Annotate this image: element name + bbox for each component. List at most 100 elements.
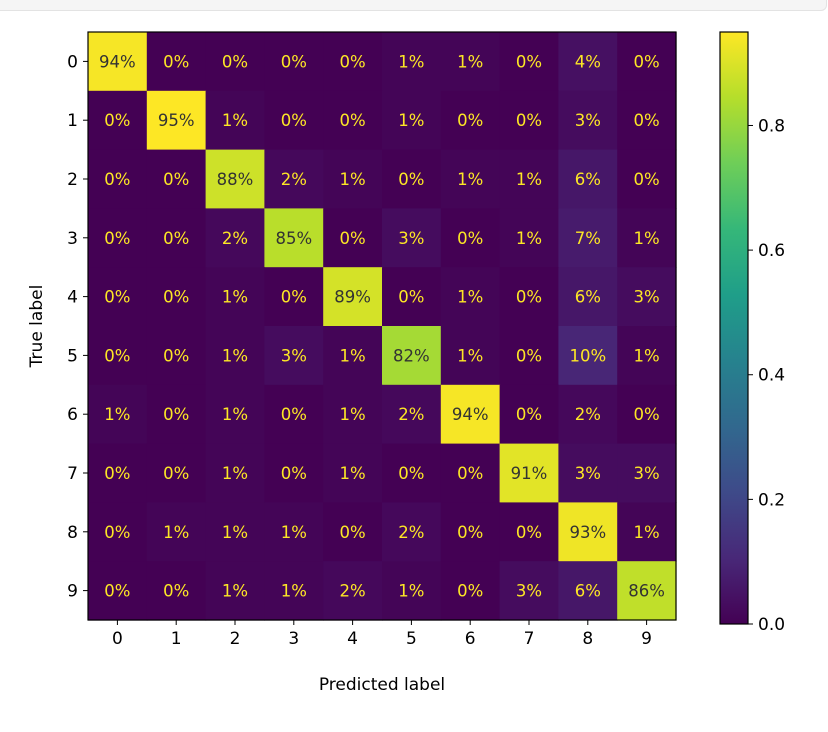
cell-0-2 — [205, 32, 265, 92]
cell-label-3-0: 0% — [104, 229, 130, 248]
cell-7-3 — [264, 443, 324, 503]
cell-7-6 — [440, 443, 501, 503]
cell-label-9-3: 1% — [281, 582, 307, 601]
cell-label-4-1: 0% — [163, 288, 189, 307]
cell-label-4-2: 1% — [222, 288, 248, 307]
cell-label-8-8: 93% — [569, 523, 606, 542]
cell-0-9 — [617, 32, 677, 92]
cell-label-4-6: 1% — [457, 288, 483, 307]
cell-2-8 — [558, 149, 618, 209]
cell-5-9 — [617, 326, 677, 386]
cell-label-3-8: 7% — [575, 229, 601, 248]
cell-2-2 — [205, 149, 265, 209]
colorbar-tick-label: 0.0 — [758, 615, 785, 635]
y-tick-label: 3 — [67, 229, 78, 249]
cell-label-2-6: 1% — [457, 170, 483, 189]
cell-3-7 — [499, 208, 559, 268]
cell-5-8 — [558, 326, 618, 386]
cell-0-0 — [88, 32, 148, 92]
cell-label-2-7: 1% — [516, 170, 542, 189]
cell-label-1-1: 95% — [158, 111, 195, 130]
cell-label-8-7: 0% — [516, 523, 542, 542]
cell-1-5 — [382, 90, 442, 151]
cell-label-5-0: 0% — [104, 346, 130, 365]
top-strip — [0, 0, 827, 11]
cell-5-3 — [264, 326, 324, 386]
cell-label-1-2: 1% — [222, 111, 248, 130]
x-tick-label: 1 — [171, 629, 182, 649]
cell-label-9-9: 86% — [628, 582, 665, 601]
cell-1-6 — [440, 90, 501, 151]
cell-label-5-3: 3% — [281, 346, 307, 365]
cell-9-7 — [499, 561, 559, 621]
cell-label-1-4: 0% — [340, 111, 366, 130]
cell-label-0-0: 94% — [99, 52, 136, 71]
cell-3-1 — [146, 208, 207, 268]
cell-1-4 — [323, 90, 383, 151]
cell-label-3-7: 1% — [516, 229, 542, 248]
cell-2-4 — [323, 149, 383, 209]
cell-9-0 — [88, 561, 148, 621]
cell-9-3 — [264, 561, 324, 621]
cell-label-1-9: 0% — [634, 111, 660, 130]
cell-6-9 — [617, 384, 677, 445]
cell-label-6-2: 1% — [222, 405, 248, 424]
cell-label-9-8: 6% — [575, 582, 601, 601]
cell-8-2 — [205, 502, 265, 562]
cell-label-0-9: 0% — [634, 52, 660, 71]
cell-label-0-4: 0% — [340, 52, 366, 71]
cell-7-7 — [499, 443, 559, 503]
cell-8-4 — [323, 502, 383, 562]
cell-label-7-8: 3% — [575, 464, 601, 483]
cell-label-9-5: 1% — [398, 582, 424, 601]
cell-4-7 — [499, 267, 559, 327]
cell-label-7-6: 0% — [457, 464, 483, 483]
cell-label-6-9: 0% — [634, 405, 660, 424]
cell-8-6 — [440, 502, 501, 562]
cell-label-5-4: 1% — [340, 346, 366, 365]
cell-label-1-0: 0% — [104, 111, 130, 130]
cell-4-8 — [558, 267, 618, 327]
cell-label-2-2: 88% — [217, 170, 254, 189]
cell-9-6 — [440, 561, 501, 621]
cell-5-2 — [205, 326, 265, 386]
cell-label-6-0: 1% — [104, 405, 130, 424]
cell-label-6-5: 2% — [398, 405, 424, 424]
cell-label-0-1: 0% — [163, 52, 189, 71]
cell-label-7-0: 0% — [104, 464, 130, 483]
cell-6-6 — [440, 384, 501, 445]
cell-8-1 — [146, 502, 207, 562]
cell-6-3 — [264, 384, 324, 445]
cell-0-7 — [499, 32, 559, 92]
cell-label-5-6: 1% — [457, 346, 483, 365]
cell-6-0 — [88, 384, 148, 445]
cell-label-2-3: 2% — [281, 170, 307, 189]
cell-label-0-8: 4% — [575, 52, 601, 71]
cell-7-0 — [88, 443, 148, 503]
cell-label-9-6: 0% — [457, 582, 483, 601]
cell-4-3 — [264, 267, 324, 327]
cell-4-2 — [205, 267, 265, 327]
x-tick-label: 9 — [641, 629, 652, 649]
cell-8-8 — [558, 502, 618, 562]
cell-label-3-5: 3% — [398, 229, 424, 248]
cell-label-2-8: 6% — [575, 170, 601, 189]
cell-3-4 — [323, 208, 383, 268]
cell-7-4 — [323, 443, 383, 503]
x-tick-label: 2 — [230, 629, 241, 649]
cell-1-0 — [88, 90, 148, 151]
cell-6-7 — [499, 384, 559, 445]
cell-7-5 — [382, 443, 442, 503]
cell-label-5-1: 0% — [163, 346, 189, 365]
cell-1-3 — [264, 90, 324, 151]
cell-9-2 — [205, 561, 265, 621]
cell-label-8-4: 0% — [340, 523, 366, 542]
cell-2-7 — [499, 149, 559, 209]
cell-3-3 — [264, 208, 324, 268]
cell-label-5-8: 10% — [569, 346, 606, 365]
cell-5-5 — [382, 326, 442, 386]
cell-6-1 — [146, 384, 207, 445]
cell-label-2-4: 1% — [340, 170, 366, 189]
cell-9-8 — [558, 561, 618, 621]
cell-label-1-5: 1% — [398, 111, 424, 130]
